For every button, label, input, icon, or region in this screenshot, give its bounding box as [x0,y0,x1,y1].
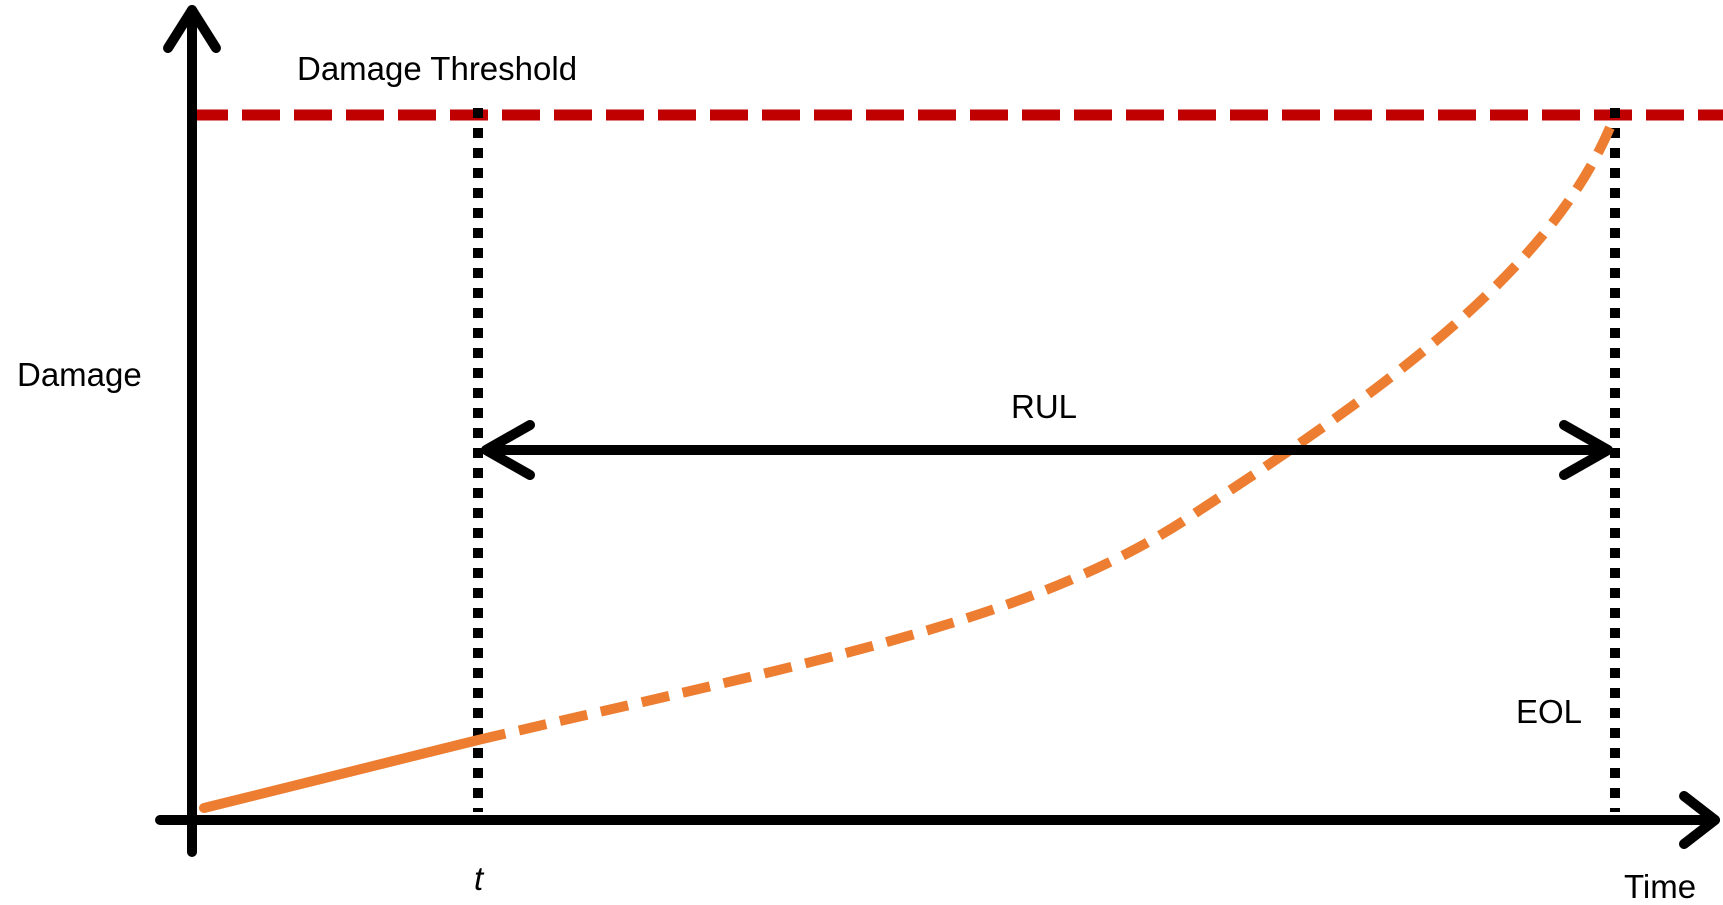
y-axis-arrow-head [163,5,221,53]
x-axis-arrow-head [1679,791,1720,849]
damage-curve-predicted [476,113,1620,745]
rul-arrow-head-left [481,420,535,480]
y-axis-label: Damage [17,356,142,393]
damage-threshold-label: Damage Threshold [297,50,578,87]
rul-arrow-head-right [1559,420,1613,480]
rul-label: RUL [1011,388,1078,425]
x-axis-label: Time [1624,868,1697,905]
damage-curve-observed [199,735,483,813]
eol-label: EOL [1516,693,1583,730]
current-time-label: t [474,860,484,897]
